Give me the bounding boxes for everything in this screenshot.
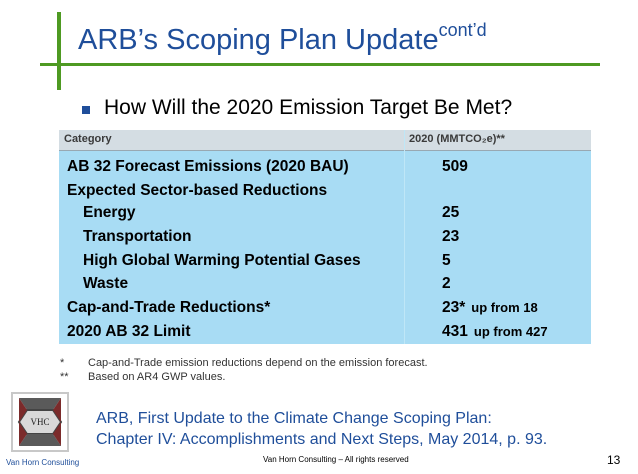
row-value: 431 up from 427 [442,323,548,340]
row-value: 25 [442,204,460,221]
row-label: Waste [83,275,129,292]
row-value [442,182,448,200]
square-bullet-icon [82,106,90,114]
header-category: Category [64,133,112,145]
table-row: AB 32 Forecast Emissions (2020 BAU) 509 [59,155,591,179]
slide-title: ARB’s Scoping Plan Updatecont’d [78,20,487,56]
row-label: Cap-and-Trade Reductions* [67,299,271,316]
row-label: AB 32 Forecast Emissions (2020 BAU) [67,158,349,175]
column-divider [404,130,405,344]
row-label: Transportation [83,228,192,245]
table-header: Category 2020 (MMTCO₂e)** [59,130,591,151]
copyright-notice: Van Horn Consulting – All rights reserve… [263,455,409,464]
table-row: Expected Sector-based Reductions [59,179,591,203]
logo-lettering: VHC [30,417,49,427]
table-row: High Global Warming Potential Gases 5 [59,249,591,273]
header-2020-value: 2020 (MMTCO₂e)** [409,133,505,145]
page-number: 13 [607,453,621,467]
row-label: Expected Sector-based Reductions [67,182,328,199]
table-row: Transportation 23 [59,225,591,249]
footnote: * Cap-and-Trade emission reductions depen… [60,357,428,369]
company-name: Van Horn Consulting [6,458,80,467]
title-accent-horizontal-bar [40,63,600,66]
citation-line: ARB, First Update to the Climate Change … [96,410,492,427]
row-value: 5 [442,252,451,269]
emissions-table: Category 2020 (MMTCO₂e)** AB 32 Forecast… [59,130,591,344]
table-row: Waste 2 [59,272,591,296]
row-value: 23* up from 18 [442,299,538,316]
bullet-question: How Will the 2020 Emission Target Be Met… [104,96,513,119]
title-accent-vertical-bar [57,12,61,90]
row-value: 2 [442,275,451,292]
footnote: ** Based on AR4 GWP values. [60,371,226,383]
row-value: 23 [442,228,460,245]
table-row: Cap-and-Trade Reductions* 23* up from 18 [59,296,591,320]
source-citation: ARB, First Update to the Climate Change … [96,408,547,450]
row-label: 2020 AB 32 Limit [67,323,191,340]
vhc-logo-icon: VHC [11,392,69,452]
table-row: Energy 25 [59,201,591,225]
row-value: 509 [442,158,468,175]
table-footnotes: * Cap-and-Trade emission reductions depen… [60,356,428,384]
citation-line: Chapter IV: Accomplishments and Next Ste… [96,431,548,448]
table-row: 2020 AB 32 Limit 431 up from 427 [59,320,591,344]
row-label: High Global Warming Potential Gases [83,252,361,269]
row-label: Energy [83,204,136,221]
title-superscript: cont’d [438,20,487,40]
